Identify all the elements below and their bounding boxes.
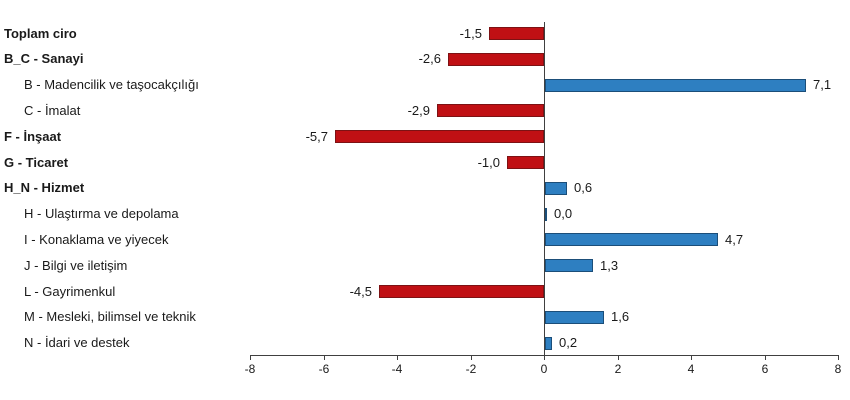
zero-axis-line <box>544 22 545 356</box>
bar-value-label: 0,6 <box>574 180 593 196</box>
bar <box>448 52 544 66</box>
bar <box>545 181 567 195</box>
x-tick <box>618 356 619 360</box>
bar <box>545 207 547 221</box>
category-label: B - Madencilik ve taşocakçılığı <box>24 77 199 93</box>
bar-value-label: -1,0 <box>477 154 500 170</box>
x-tick <box>397 356 398 360</box>
category-label: L - Gayrimenkul <box>24 283 116 299</box>
category-label: G - Ticaret <box>4 154 69 170</box>
category-label: H_N - Hizmet <box>4 180 85 196</box>
bar-value-label: -4,5 <box>349 283 372 299</box>
x-tick-label: 4 <box>687 362 695 376</box>
x-tick <box>250 356 251 360</box>
category-label: N - İdari ve destek <box>24 335 130 351</box>
bar-value-label: -1,5 <box>459 25 482 41</box>
x-tick <box>838 356 839 360</box>
bar-value-label: 0,0 <box>554 206 573 222</box>
bar-value-label: 7,1 <box>813 77 832 93</box>
category-label: F - İnşaat <box>4 128 62 144</box>
x-tick-label: 0 <box>540 362 548 376</box>
bar <box>379 285 544 298</box>
x-tick-label: -2 <box>465 362 477 376</box>
x-tick <box>765 356 766 360</box>
category-label: J - Bilgi ve iletişim <box>24 257 128 273</box>
x-tick-label: -6 <box>318 362 330 376</box>
x-tick-label: -8 <box>244 362 256 376</box>
x-tick <box>324 356 325 360</box>
bar <box>507 156 544 169</box>
x-tick-label: 8 <box>834 362 842 376</box>
bar-value-label: 1,6 <box>611 309 630 325</box>
category-label: H - Ulaştırma ve depolama <box>24 206 179 222</box>
x-tick <box>691 356 692 360</box>
category-label: I - Konaklama ve yiyecek <box>24 231 169 247</box>
bar-value-label: -5,7 <box>305 128 328 144</box>
bar <box>545 233 718 247</box>
bar <box>545 336 552 350</box>
x-axis-line <box>250 355 839 356</box>
bar-value-label: 0,2 <box>559 335 578 351</box>
bar-value-label: -2,9 <box>407 102 430 118</box>
category-label: C - İmalat <box>24 102 81 118</box>
x-tick <box>544 356 545 360</box>
bar-value-label: -2,6 <box>418 51 441 67</box>
x-tick-label: 2 <box>614 362 622 376</box>
bar <box>437 104 544 118</box>
category-label: Toplam ciro <box>4 25 77 41</box>
category-label: B_C - Sanayi <box>4 51 84 67</box>
x-tick-label: 6 <box>761 362 769 376</box>
category-label: M - Mesleki, bilimsel ve teknik <box>24 309 196 325</box>
bar <box>335 130 544 144</box>
bar <box>489 27 544 40</box>
bar <box>545 78 806 92</box>
bar-value-label: 1,3 <box>600 257 619 273</box>
x-tick <box>471 356 472 360</box>
bar-value-label: 4,7 <box>725 231 744 247</box>
bar <box>545 259 593 273</box>
x-tick-label: -4 <box>391 362 403 376</box>
bar <box>545 310 604 324</box>
